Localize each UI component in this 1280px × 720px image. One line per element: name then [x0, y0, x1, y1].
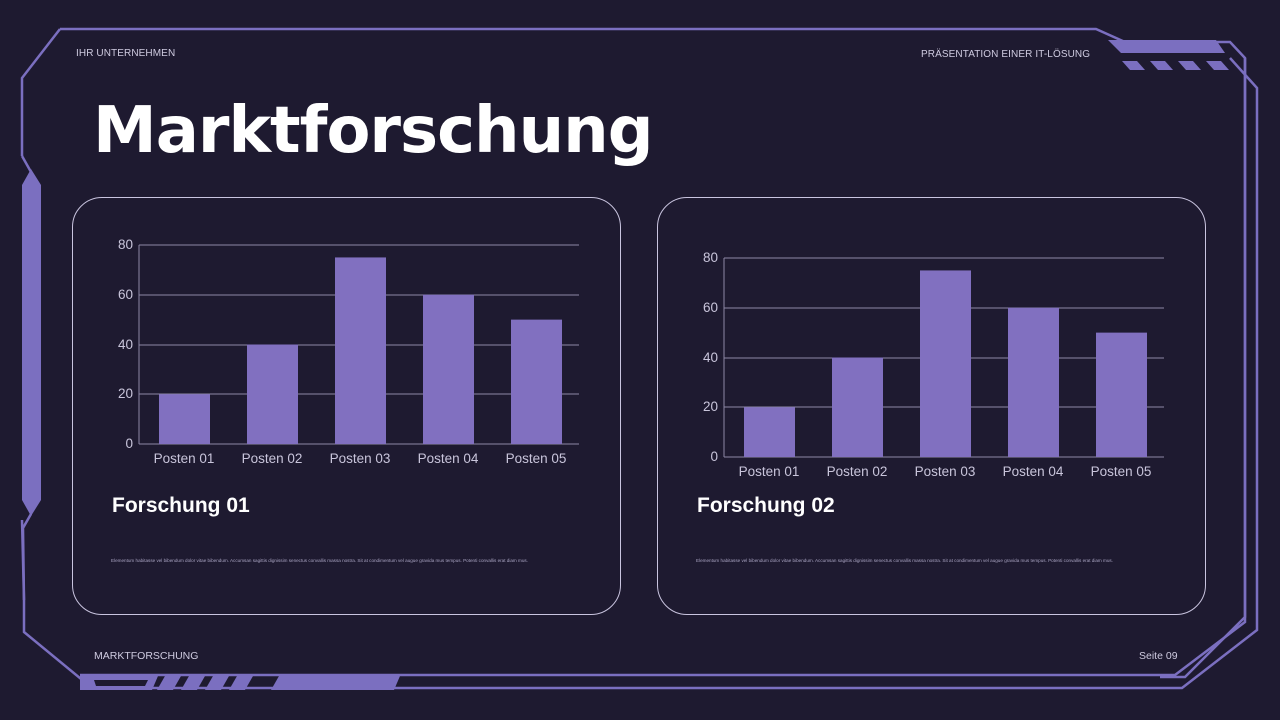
bar: [511, 319, 562, 444]
research-card-2: 80 60 40 20 0 Posten 01 Posten 02 Posten…: [657, 197, 1206, 615]
bar: [920, 270, 971, 457]
svg-text:Posten 03: Posten 03: [915, 464, 976, 479]
svg-text:20: 20: [118, 386, 133, 401]
page-number: Seite 09: [1139, 650, 1178, 662]
footer-section-label: MARKTFORSCHUNG: [94, 650, 199, 662]
bar: [1096, 332, 1147, 457]
bar-chart-1: 80 60 40 20 0 Posten 01 Posten 02 Posten…: [118, 237, 579, 466]
y-axis-ticks: 80 60 40 20 0: [703, 250, 718, 464]
svg-text:Posten 04: Posten 04: [1003, 464, 1064, 479]
card-description: Elementum habitasse vel bibendum dolor v…: [696, 558, 1113, 563]
bar: [744, 407, 795, 457]
bar: [423, 294, 474, 444]
bar: [247, 344, 298, 444]
svg-text:60: 60: [703, 300, 718, 315]
svg-text:80: 80: [703, 250, 718, 265]
svg-text:Posten 05: Posten 05: [1091, 464, 1152, 479]
svg-text:Posten 02: Posten 02: [242, 451, 303, 466]
svg-text:Posten 04: Posten 04: [418, 451, 479, 466]
svg-text:40: 40: [703, 350, 718, 365]
presentation-label: PRÄSENTATION EINER IT-LÖSUNG: [921, 49, 1091, 60]
bar: [1008, 307, 1059, 457]
svg-text:40: 40: [118, 337, 133, 352]
x-axis-labels: Posten 01 Posten 02 Posten 03 Posten 04 …: [154, 451, 567, 466]
bar-chart-2: 80 60 40 20 0 Posten 01 Posten 02 Posten…: [703, 250, 1164, 479]
svg-text:Posten 05: Posten 05: [506, 451, 567, 466]
svg-text:80: 80: [118, 237, 133, 252]
bar: [335, 257, 386, 444]
svg-text:60: 60: [118, 287, 133, 302]
bar: [159, 394, 210, 444]
svg-text:Posten 01: Posten 01: [739, 464, 800, 479]
bar: [832, 357, 883, 457]
x-axis-labels: Posten 01 Posten 02 Posten 03 Posten 04 …: [739, 464, 1152, 479]
svg-text:20: 20: [703, 399, 718, 414]
card-title: Forschung 01: [112, 494, 250, 517]
y-axis-ticks: 80 60 40 20 0: [118, 237, 133, 451]
svg-text:Posten 02: Posten 02: [827, 464, 888, 479]
card-title: Forschung 02: [697, 494, 835, 517]
card-description: Elementum habitasse vel bibendum dolor v…: [111, 558, 528, 563]
company-label: IHR UNTERNEHMEN: [76, 48, 176, 59]
page-title: Marktforschung: [93, 94, 653, 168]
bars: [159, 257, 562, 444]
svg-text:0: 0: [125, 436, 133, 451]
svg-text:Posten 03: Posten 03: [330, 451, 391, 466]
bars: [744, 270, 1147, 457]
research-card-1: 80 60 40 20 0 Posten 01 Posten 02 Posten…: [72, 197, 621, 615]
svg-text:0: 0: [710, 449, 718, 464]
svg-text:Posten 01: Posten 01: [154, 451, 215, 466]
